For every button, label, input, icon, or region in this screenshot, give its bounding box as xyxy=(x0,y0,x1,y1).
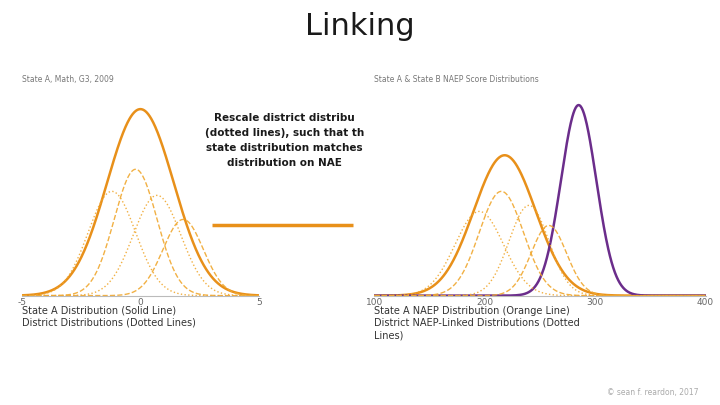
Text: State A Distribution (Solid Line): State A Distribution (Solid Line) xyxy=(22,306,176,316)
Text: © sean f. reardon, 2017: © sean f. reardon, 2017 xyxy=(607,388,698,397)
Text: State A, Math, G3, 2009: State A, Math, G3, 2009 xyxy=(22,75,113,84)
Text: Rescale district distribu
(dotted lines), such that th
state distribution matche: Rescale district distribu (dotted lines)… xyxy=(204,113,364,168)
Text: District NAEP-Linked Distributions (Dotted: District NAEP-Linked Distributions (Dott… xyxy=(374,318,580,328)
Text: Lines): Lines) xyxy=(374,330,404,340)
Text: State A NAEP Distribution (Orange Line): State A NAEP Distribution (Orange Line) xyxy=(374,306,570,316)
Text: District Distributions (Dotted Lines): District Distributions (Dotted Lines) xyxy=(22,318,195,328)
Text: State A & State B NAEP Score Distributions: State A & State B NAEP Score Distributio… xyxy=(374,75,539,84)
Text: Linking: Linking xyxy=(305,12,415,41)
